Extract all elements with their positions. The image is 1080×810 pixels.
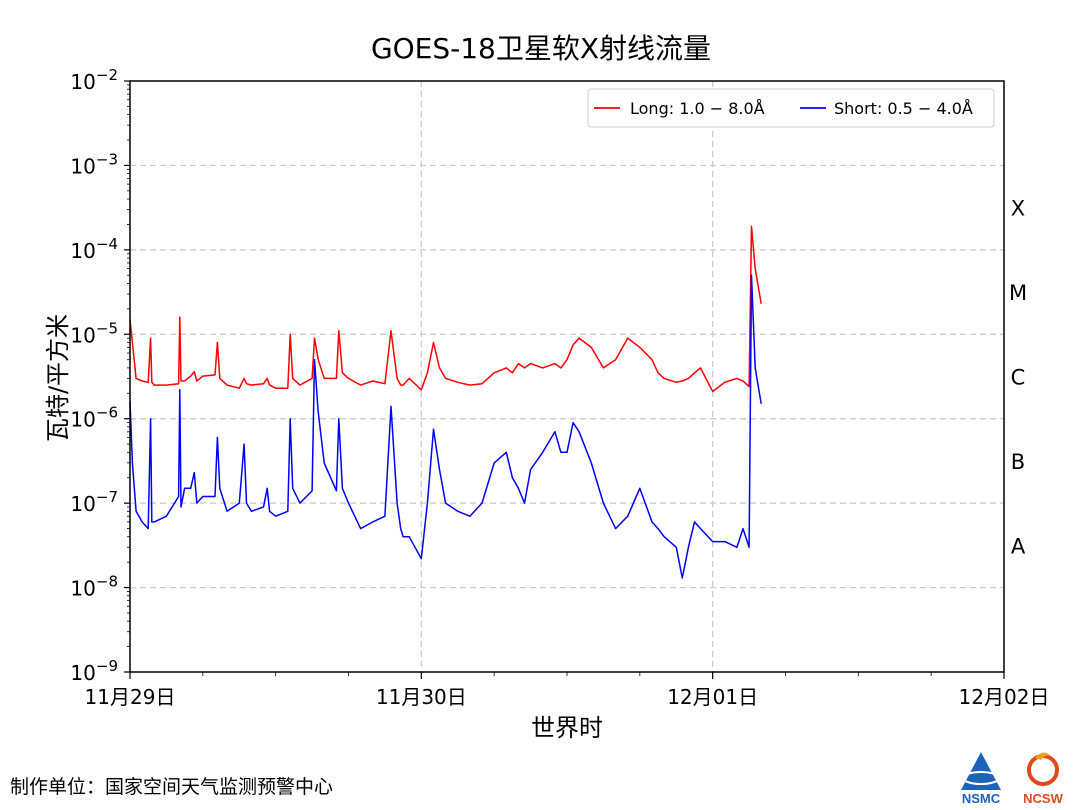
- y-tick-label: 10−9: [70, 657, 118, 685]
- chart-title: GOES-18卫星软X射线流量: [371, 32, 711, 65]
- nsmc-logo-text: NSMC: [962, 791, 1001, 806]
- flare-class-label: X: [1011, 197, 1025, 221]
- flare-class-label: C: [1011, 366, 1026, 390]
- y-tick-label: 10−8: [70, 573, 118, 601]
- legend: Long: 1.0 − 8.0Å Short: 0.5 − 4.0Å: [587, 88, 995, 128]
- y-tick-label: 10−2: [70, 66, 118, 94]
- x-tick-labels: 11月29日 11月30日 12月01日 12月02日: [85, 685, 1050, 709]
- legend-label-long: Long: 1.0 − 8.0Å: [630, 99, 765, 118]
- x-tick-label: 11月30日: [376, 685, 467, 709]
- axis-ticks: [124, 80, 1005, 679]
- plot-lines: [129, 225, 762, 579]
- x-axis-label: 世界时: [531, 714, 603, 742]
- plot-frame: [129, 80, 1005, 673]
- ncsw-logo-text: NCSW: [1023, 791, 1063, 806]
- y-tick-label: 10−7: [70, 488, 118, 516]
- flare-class-label: M: [1009, 281, 1027, 305]
- legend-box: [587, 88, 995, 128]
- flare-class-label: A: [1011, 534, 1026, 558]
- series-line-short: [129, 274, 762, 579]
- y-tick-label: 10−4: [70, 235, 118, 263]
- x-tick-label: 11月29日: [85, 685, 176, 709]
- y-tick-labels: 10−9 10−8 10−7 10−6 10−5 10−4 10−3 10−2: [70, 66, 118, 685]
- y-tick-label: 10−3: [70, 150, 118, 178]
- legend-label-short: Short: 0.5 − 4.0Å: [834, 99, 973, 118]
- series-line-long: [129, 225, 762, 393]
- x-tick-label: 12月01日: [667, 685, 758, 709]
- x-tick-label: 12月02日: [959, 685, 1050, 709]
- flare-class-labels: X M C B A: [1009, 197, 1027, 559]
- nsmc-orbit-icon: [962, 771, 1000, 785]
- ncsw-flame-icon: [1035, 752, 1051, 760]
- agency-logos: NSMC NCSW: [961, 752, 1064, 806]
- y-axis-label: 瓦特/平方米: [44, 314, 72, 442]
- ncsw-sun-icon: [1027, 754, 1059, 786]
- gridlines: [130, 81, 1004, 672]
- nsmc-logo: NSMC: [961, 752, 1001, 806]
- flare-class-label: B: [1011, 450, 1025, 474]
- ncsw-logo: NCSW: [1023, 752, 1064, 806]
- y-tick-label: 10−5: [70, 319, 118, 347]
- y-tick-label: 10−6: [70, 404, 118, 432]
- footer-organization: 制作单位：国家空间天气监测预警中心: [10, 776, 334, 798]
